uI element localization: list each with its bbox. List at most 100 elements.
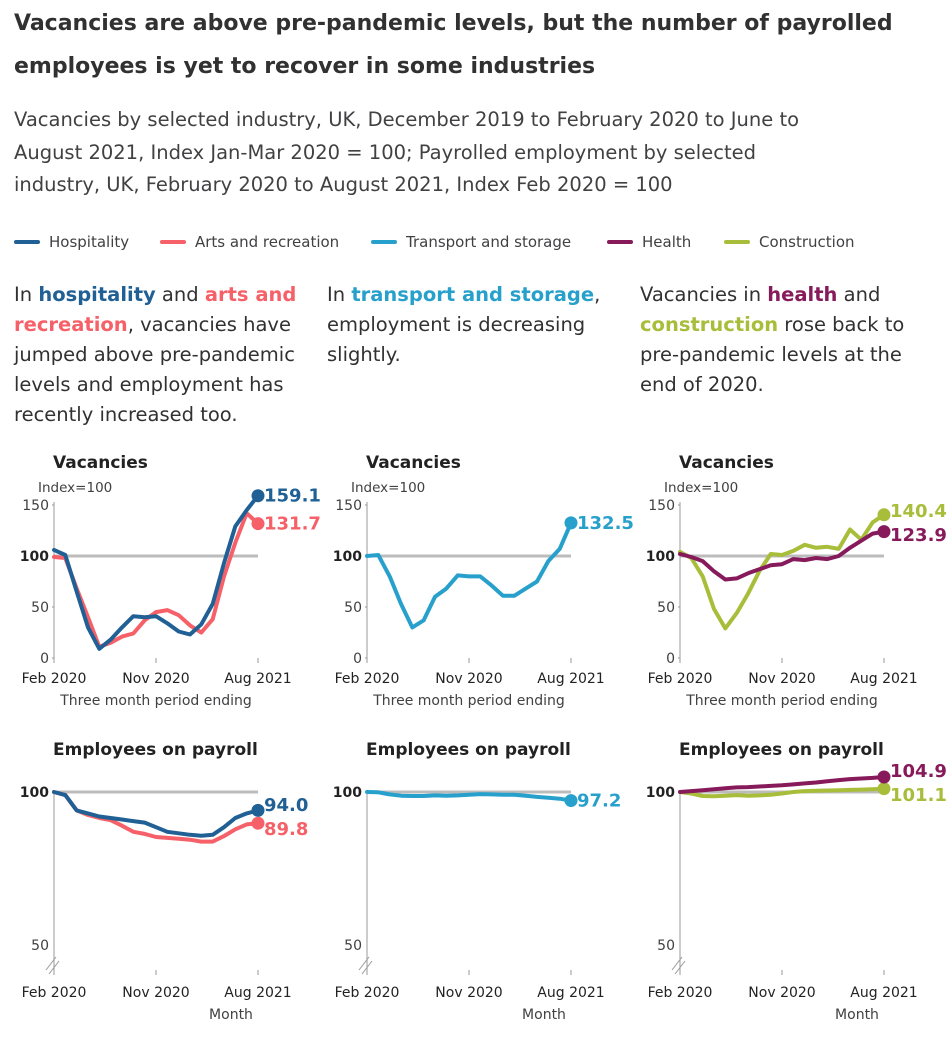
chart-panel-1: Vacancies Index=100 0 50 100 150 Feb 2020 Nov 2… bbox=[20, 453, 321, 709]
series-line-hospitality bbox=[52, 790, 260, 838]
x-axis-label: Three month period ending bbox=[372, 693, 565, 709]
annotation-keyword-health: health bbox=[767, 283, 838, 306]
axis-break-mark bbox=[361, 960, 373, 975]
end-point-health bbox=[877, 770, 891, 784]
y-tick-label: 150 bbox=[335, 498, 362, 514]
x-tick-label: Nov 2020 bbox=[748, 985, 815, 1001]
chart-title: Vacancies bbox=[679, 453, 774, 473]
legend-label: Arts and recreation bbox=[195, 233, 340, 251]
axis-break-mark bbox=[45, 956, 57, 971]
legend-label: Health bbox=[642, 233, 692, 251]
end-point-transport bbox=[564, 794, 578, 808]
chart-panel-4: Employees on payroll 50 100 Feb 2020 Nov 202… bbox=[20, 740, 309, 1023]
y-axis-label: Index=100 bbox=[664, 480, 738, 496]
y-tick-label: 50 bbox=[31, 938, 49, 954]
y-tick-label: 100 bbox=[646, 785, 675, 801]
y-tick-label: 150 bbox=[22, 498, 49, 514]
chart-title: Vacancies bbox=[53, 453, 148, 473]
chart-panel-2: Vacancies Index=100 0 50 100 150 Feb 2020 Nov 2… bbox=[333, 453, 634, 709]
y-tick-label: 100 bbox=[20, 549, 49, 565]
x-tick-label: Aug 2021 bbox=[224, 985, 291, 1001]
legend-item-construction: Construction bbox=[724, 229, 855, 255]
chart-subtitle: Vacancies by selected industry, UK, Dece… bbox=[14, 108, 800, 196]
annotation-text: rose back to pre-pandemic levels at the … bbox=[640, 313, 905, 396]
chart-title: Employees on payroll bbox=[53, 740, 258, 760]
x-axis-label: Three month period ending bbox=[685, 693, 878, 709]
chart-title: Employees on payroll bbox=[679, 740, 884, 760]
x-tick-label: Aug 2021 bbox=[850, 985, 917, 1001]
legend-item-health: Health bbox=[607, 229, 691, 255]
x-tick-label: Feb 2020 bbox=[22, 671, 87, 687]
annotation-keyword-hospitality: hospitality bbox=[38, 283, 156, 306]
y-axis-label: Index=100 bbox=[38, 480, 112, 496]
end-value-label-hospitality: 94.0 bbox=[264, 795, 308, 816]
annotation-text: Vacancies in bbox=[640, 283, 768, 306]
y-tick-label: 50 bbox=[344, 600, 362, 616]
end-value-label-arts: 89.8 bbox=[264, 819, 308, 840]
y-tick-label: 100 bbox=[333, 549, 362, 565]
legend-label: Construction bbox=[759, 233, 855, 251]
axis-break-mark bbox=[674, 960, 686, 975]
annotation-text: In bbox=[327, 283, 352, 306]
annotation-keyword-construction: construction bbox=[640, 313, 779, 336]
annotation-keyword-arts: arts and recreation bbox=[14, 283, 297, 336]
end-value-label-construction: 101.1 bbox=[890, 785, 947, 806]
annotation-health-construction: Vacancies in health and construction ros… bbox=[640, 280, 940, 400]
annotation-text: In bbox=[14, 283, 39, 306]
end-value-label-health: 123.9 bbox=[890, 525, 947, 546]
x-axis-label: Three month period ending bbox=[59, 693, 252, 709]
legend-swatch bbox=[371, 240, 397, 244]
series-line-transport bbox=[365, 520, 573, 630]
end-point-health bbox=[877, 525, 891, 539]
y-tick-label: 50 bbox=[31, 600, 49, 616]
x-tick-label: Feb 2020 bbox=[335, 985, 400, 1001]
x-axis-label: Month bbox=[835, 1007, 879, 1023]
axis-break-mark bbox=[671, 956, 683, 971]
x-axis-label: Month bbox=[522, 1007, 566, 1023]
y-tick-label: 50 bbox=[657, 938, 675, 954]
end-value-label-construction: 140.4 bbox=[890, 501, 947, 522]
y-axis-label: Index=100 bbox=[351, 480, 425, 496]
end-value-label-hospitality: 159.1 bbox=[264, 486, 321, 507]
legend-item-transport-and-storage: Transport and storage bbox=[371, 229, 571, 255]
y-tick-label: 0 bbox=[353, 651, 362, 667]
annotation-hospitality-arts: In hospitality and arts and recreation, … bbox=[14, 280, 314, 430]
x-tick-label: Nov 2020 bbox=[435, 671, 502, 687]
page-title: Vacancies are above pre-pandemic levels,… bbox=[14, 11, 893, 79]
series-line-arts bbox=[52, 511, 260, 649]
end-value-label-transport: 97.2 bbox=[577, 791, 621, 812]
legend: Hospitality Arts and recreation Transpor… bbox=[14, 229, 944, 255]
legend-label: Hospitality bbox=[49, 233, 130, 251]
x-tick-label: Nov 2020 bbox=[122, 671, 189, 687]
legend-swatch bbox=[14, 240, 40, 244]
annotation-transport: In transport and storage, employment is … bbox=[327, 280, 617, 370]
y-tick-label: 100 bbox=[20, 785, 49, 801]
x-tick-label: Feb 2020 bbox=[648, 985, 713, 1001]
chart-panel-3: Vacancies Index=100 0 50 100 150 Feb 2020 Nov 2… bbox=[646, 453, 947, 709]
chart-title: Vacancies bbox=[366, 453, 461, 473]
x-tick-label: Aug 2021 bbox=[850, 671, 917, 687]
chart-title: Employees on payroll bbox=[366, 740, 571, 760]
y-tick-label: 0 bbox=[40, 651, 49, 667]
series-line-construction bbox=[678, 786, 886, 799]
legend-label: Transport and storage bbox=[406, 233, 572, 251]
x-tick-label: Aug 2021 bbox=[224, 671, 291, 687]
series-line-transport bbox=[365, 790, 573, 803]
end-value-label-transport: 132.5 bbox=[577, 513, 634, 534]
series-line-construction bbox=[678, 512, 886, 631]
annotation-text: and bbox=[155, 283, 205, 306]
end-point-construction bbox=[877, 508, 891, 522]
x-tick-label: Nov 2020 bbox=[122, 985, 189, 1001]
series-line-health bbox=[678, 529, 886, 582]
legend-swatch bbox=[160, 240, 186, 244]
end-point-arts bbox=[251, 517, 265, 531]
x-tick-label: Nov 2020 bbox=[748, 671, 815, 687]
x-tick-label: Aug 2021 bbox=[537, 671, 604, 687]
annotation-text: , vacancies have jumped above pre-pandem… bbox=[14, 313, 295, 426]
x-tick-label: Feb 2020 bbox=[648, 671, 713, 687]
chart-panel-6: Employees on payroll 50 100 Feb 2020 Nov 202… bbox=[646, 740, 947, 1023]
legend-item-hospitality: Hospitality bbox=[14, 229, 129, 255]
y-tick-label: 50 bbox=[657, 600, 675, 616]
y-tick-label: 100 bbox=[646, 549, 675, 565]
y-tick-label: 150 bbox=[648, 498, 675, 514]
